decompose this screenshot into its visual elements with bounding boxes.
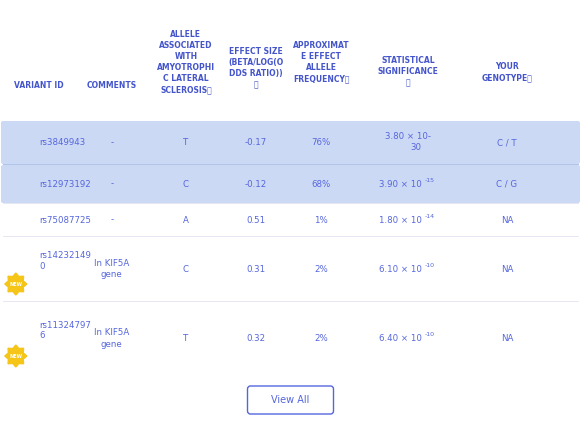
- Text: 1%: 1%: [314, 215, 328, 225]
- Text: 1.80 × 10: 1.80 × 10: [379, 215, 422, 225]
- Text: 30: 30: [411, 143, 422, 152]
- Text: -: -: [110, 179, 113, 189]
- Text: T: T: [183, 138, 189, 147]
- Text: -: -: [110, 138, 113, 147]
- Text: VARIANT ID: VARIANT ID: [15, 80, 64, 90]
- Text: -0.17: -0.17: [245, 138, 267, 147]
- Text: A: A: [183, 215, 189, 225]
- Text: In KIF5A
gene: In KIF5A gene: [94, 259, 130, 279]
- Text: NEW: NEW: [9, 353, 22, 358]
- Text: STATISTICAL
SIGNIFICANCE
ⓘ: STATISTICAL SIGNIFICANCE ⓘ: [378, 56, 439, 87]
- Text: YOUR
GENOTYPEⓘ: YOUR GENOTYPEⓘ: [482, 62, 532, 82]
- FancyBboxPatch shape: [248, 386, 333, 414]
- Text: 3.90 × 10: 3.90 × 10: [379, 179, 422, 189]
- Text: NA: NA: [501, 334, 513, 343]
- Text: C / G: C / G: [496, 179, 518, 189]
- Text: rs3849943: rs3849943: [40, 138, 85, 147]
- Text: -: -: [110, 215, 113, 225]
- Text: 68%: 68%: [311, 179, 331, 189]
- Text: 0.32: 0.32: [246, 334, 265, 343]
- Text: 76%: 76%: [311, 138, 331, 147]
- Text: 3.80 × 10-: 3.80 × 10-: [385, 132, 431, 141]
- Text: -15: -15: [425, 178, 435, 182]
- Text: 2%: 2%: [314, 334, 328, 343]
- Text: NEW: NEW: [9, 281, 22, 286]
- Text: C / T: C / T: [497, 138, 517, 147]
- Text: C: C: [183, 179, 189, 189]
- Text: 0.51: 0.51: [246, 215, 265, 225]
- Text: 6.40 × 10: 6.40 × 10: [379, 334, 422, 343]
- Text: -0.12: -0.12: [245, 179, 267, 189]
- Text: -10: -10: [425, 332, 435, 337]
- Text: rs14232149
0: rs14232149 0: [40, 251, 91, 271]
- Text: rs75087725: rs75087725: [40, 215, 91, 225]
- Text: In KIF5A
gene: In KIF5A gene: [94, 329, 130, 349]
- Text: rs11324797
6: rs11324797 6: [40, 321, 91, 340]
- Text: APPROXIMAT
E EFFECT
ALLELE
FREQUENCYⓘ: APPROXIMAT E EFFECT ALLELE FREQUENCYⓘ: [293, 41, 349, 83]
- Text: View All: View All: [271, 395, 310, 405]
- FancyBboxPatch shape: [1, 121, 580, 164]
- Text: COMMENTS: COMMENTS: [87, 80, 137, 90]
- Text: -14: -14: [425, 214, 435, 218]
- Text: NA: NA: [501, 265, 513, 274]
- Text: C: C: [183, 265, 189, 274]
- Text: -10: -10: [425, 262, 435, 267]
- Text: T: T: [183, 334, 189, 343]
- Polygon shape: [5, 345, 27, 367]
- Text: EFFECT SIZE
(BETA/LOG(O
DDS RATIO))
ⓘ: EFFECT SIZE (BETA/LOG(O DDS RATIO)) ⓘ: [228, 47, 284, 89]
- FancyBboxPatch shape: [1, 165, 580, 203]
- Text: 2%: 2%: [314, 265, 328, 274]
- Text: 0.31: 0.31: [246, 265, 265, 274]
- Polygon shape: [5, 273, 27, 295]
- Text: ALLELE
ASSOCIATED
WITH
AMYOTROPHI
C LATERAL
SCLEROSISⓘ: ALLELE ASSOCIATED WITH AMYOTROPHI C LATE…: [157, 30, 215, 94]
- Text: rs12973192: rs12973192: [40, 179, 91, 189]
- Text: NA: NA: [501, 215, 513, 225]
- Text: 6.10 × 10: 6.10 × 10: [379, 265, 422, 274]
